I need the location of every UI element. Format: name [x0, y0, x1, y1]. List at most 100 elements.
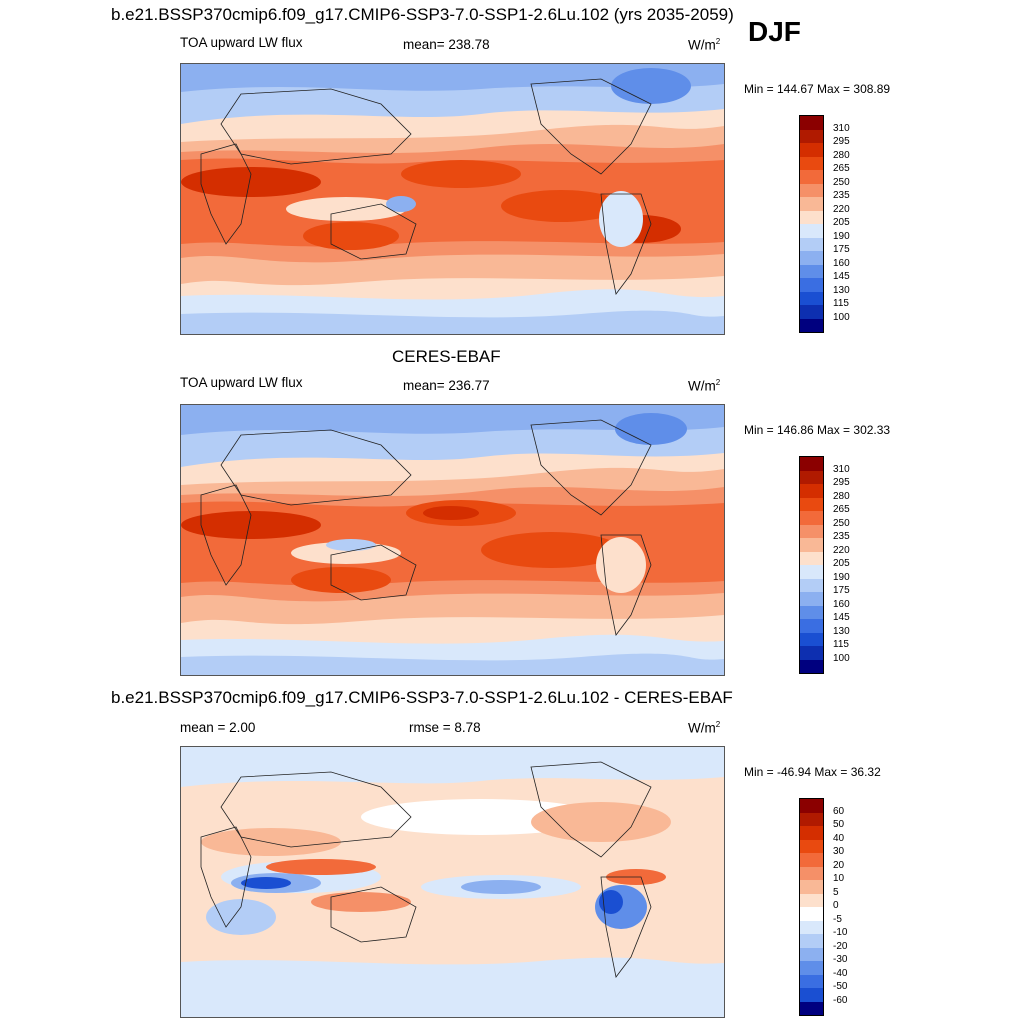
- colorbar-tick-label: 190: [833, 230, 850, 242]
- colorbar-tick-label: 175: [833, 244, 850, 255]
- case-title: b.e21.BSSP370cmip6.f09_g17.CMIP6-SSP3-7.…: [111, 5, 734, 24]
- colorbar-tick-label: 175: [833, 585, 850, 596]
- colorbar-tick-label: 310: [833, 463, 850, 475]
- panel3-mean: mean = 2.00: [180, 720, 256, 735]
- colorbar-swatch: [800, 920, 823, 934]
- colorbar-tick-label: 60: [833, 805, 845, 817]
- colorbar-swatch: [800, 961, 823, 975]
- colorbar-tick-label: -5: [833, 913, 842, 925]
- colorbar-tick-label: -60: [833, 994, 848, 1006]
- colorbar-tick-label: 10: [833, 873, 845, 884]
- colorbar-tick-label: 5: [833, 886, 839, 898]
- colorbar-tick-label: 235: [833, 531, 850, 542]
- colorbar-swatch: [800, 264, 823, 278]
- colorbar-swatch: [800, 116, 823, 130]
- colorbar-tick-label: 145: [833, 271, 850, 282]
- colorbar-swatch: [800, 799, 823, 813]
- colorbar-tick-label: 40: [833, 832, 845, 844]
- colorbar-tick-label: -20: [833, 940, 848, 952]
- colorbar-tick-label: -30: [833, 954, 848, 965]
- colorbar-tick-label: 205: [833, 217, 850, 228]
- panel1-mean: mean= 238.78: [403, 37, 490, 52]
- colorbar-tick-label: 295: [833, 477, 850, 488]
- colorbar-swatch: [800, 880, 823, 894]
- colorbar-swatch: [800, 659, 823, 673]
- colorbar-tick-label: 250: [833, 176, 850, 188]
- season-label: DJF: [748, 16, 801, 47]
- colorbar-swatch: [800, 551, 823, 565]
- colorbar-tick-label: 220: [833, 203, 850, 215]
- panel3-units: W/m2: [688, 720, 721, 736]
- colorbar-swatch: [800, 866, 823, 880]
- colorbar-tick-label: -50: [833, 981, 848, 992]
- colorbar-tick-label: -40: [833, 967, 848, 979]
- colorbar-swatch: [800, 839, 823, 853]
- colorbar-swatch: [800, 592, 823, 606]
- colorbar-tick-label: 130: [833, 284, 850, 296]
- panel2-mean: mean= 236.77: [403, 378, 490, 393]
- colorbar-swatch: [800, 129, 823, 143]
- colorbar-swatch: [800, 251, 823, 265]
- panel3-title: b.e21.BSSP370cmip6.f09_g17.CMIP6-SSP3-7.…: [111, 688, 733, 707]
- colorbar-tick-label: 115: [833, 298, 849, 309]
- colorbar-tick-label: 280: [833, 149, 850, 161]
- colorbar-tick-label: 160: [833, 598, 850, 610]
- colorbar-tick-label: 295: [833, 136, 850, 147]
- colorbar-swatch: [800, 1001, 823, 1015]
- panel1-map: [180, 63, 725, 335]
- colorbar-tick-label: 145: [833, 612, 850, 623]
- colorbar-tick-label: 190: [833, 571, 850, 583]
- colorbar-swatch: [800, 511, 823, 525]
- panel3-rmse: rmse = 8.78: [409, 720, 481, 735]
- colorbar-swatch: [800, 605, 823, 619]
- colorbar-swatch: [800, 578, 823, 592]
- colorbar-tick-label: 205: [833, 558, 850, 569]
- colorbar-swatch: [800, 812, 823, 826]
- colorbar-tick-label: 280: [833, 490, 850, 502]
- colorbar-tick-label: 0: [833, 900, 839, 911]
- colorbar-swatch: [800, 291, 823, 305]
- colorbar-swatch: [800, 278, 823, 292]
- colorbar-swatch: [800, 237, 823, 251]
- colorbar-swatch: [800, 156, 823, 170]
- colorbar-tick-label: 100: [833, 311, 850, 323]
- colorbar-swatch: [800, 183, 823, 197]
- colorbar-swatch: [800, 224, 823, 238]
- colorbar-tick-label: 265: [833, 504, 850, 515]
- colorbar-swatch: [800, 210, 823, 224]
- colorbar-tick-label: 100: [833, 652, 850, 664]
- colorbar-swatch: [800, 170, 823, 184]
- colorbar-tick-label: 130: [833, 625, 850, 637]
- colorbar-swatch: [800, 524, 823, 538]
- colorbar-swatch: [800, 538, 823, 552]
- colorbar-swatch: [800, 565, 823, 579]
- colorbar-tick-label: 265: [833, 163, 850, 174]
- colorbar-swatch: [800, 988, 823, 1002]
- panel2-minmax: Min = 146.86 Max = 302.33: [744, 423, 891, 437]
- colorbar-swatch: [800, 646, 823, 660]
- colorbar-swatch: [800, 893, 823, 907]
- colorbar-swatch: [800, 619, 823, 633]
- panel1-minmax: Min = 144.67 Max = 308.89: [744, 82, 891, 96]
- panel2-map: [180, 404, 725, 676]
- colorbar-swatch: [800, 632, 823, 646]
- colorbar-swatch: [800, 497, 823, 511]
- colorbar-swatch: [800, 826, 823, 840]
- colorbar-tick-label: 160: [833, 257, 850, 269]
- colorbar-swatch: [800, 947, 823, 961]
- colorbar-swatch: [800, 974, 823, 988]
- colorbar-tick-label: 30: [833, 846, 845, 857]
- panel2-title: CERES-EBAF: [392, 347, 501, 366]
- colorbar-swatch: [800, 484, 823, 498]
- colorbar-swatch: [800, 934, 823, 948]
- panel3-map: [180, 746, 725, 1018]
- colorbar-tick-label: 235: [833, 190, 850, 201]
- colorbar-swatch: [800, 907, 823, 921]
- colorbar-tick-label: 20: [833, 859, 845, 871]
- colorbar-swatch: [800, 197, 823, 211]
- panel3-minmax: Min = -46.94 Max = 36.32: [744, 765, 881, 779]
- colorbar-tick-label: 50: [833, 819, 845, 830]
- colorbar-swatch: [800, 318, 823, 332]
- colorbar-tick-label: 115: [833, 639, 849, 650]
- colorbar-tick-label: -10: [833, 927, 848, 938]
